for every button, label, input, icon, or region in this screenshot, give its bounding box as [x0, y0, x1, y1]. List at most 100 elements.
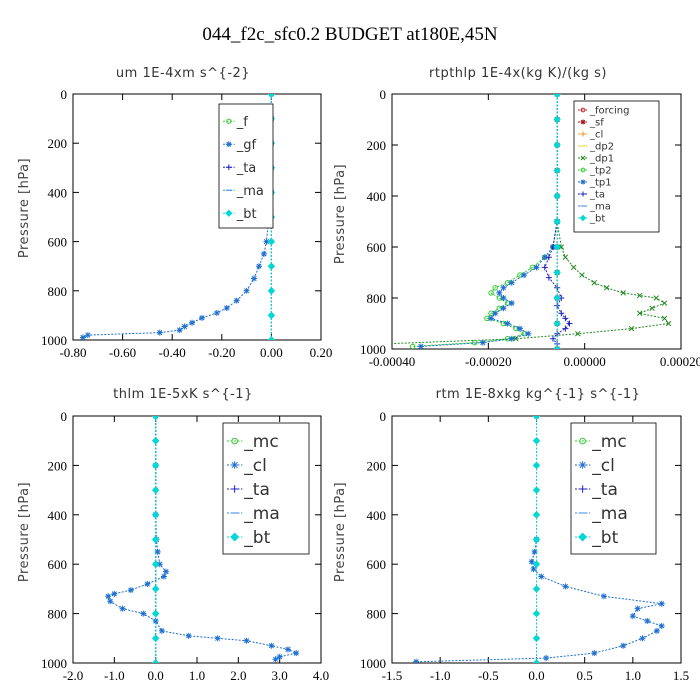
- data-point: [111, 590, 118, 597]
- legend-label: _dp2: [589, 142, 614, 153]
- data-point: [267, 94, 276, 98]
- data-point: [488, 315, 495, 322]
- data-point: [417, 343, 424, 349]
- data-point: [661, 300, 668, 306]
- data-point: [160, 573, 167, 580]
- data-point: [558, 244, 565, 250]
- legend-label: _ma: [243, 504, 279, 524]
- data-point: [267, 237, 276, 246]
- data-point: [151, 535, 160, 544]
- y-axis-label: Pressure [hPa]: [333, 164, 348, 264]
- data-point: [488, 290, 494, 296]
- legend-marker: [579, 437, 586, 445]
- x-tick-label: 0.00: [260, 345, 283, 360]
- legend-label: _ta: [236, 161, 257, 176]
- x-tick-label: -0.80: [59, 345, 86, 360]
- data-point: [156, 329, 163, 336]
- series-line: [420, 94, 558, 347]
- data-point: [525, 330, 532, 337]
- y-tick-label: 800: [48, 607, 68, 622]
- data-point: [263, 238, 270, 245]
- data-point: [267, 336, 276, 340]
- legend-label: _sf: [589, 118, 604, 129]
- data-point: [251, 275, 258, 282]
- y-tick-label: 200: [367, 458, 387, 473]
- data-point: [151, 511, 160, 519]
- data-point: [151, 436, 160, 445]
- legend-label: _bt: [589, 214, 605, 225]
- data-point: [532, 609, 541, 618]
- legend-marker: [580, 179, 586, 185]
- chart-panel-2: -0.00040 -0.00020 0.00000 0.00020 0 200 400 600…: [333, 66, 700, 369]
- x-tick-label: 2.0: [230, 668, 246, 683]
- series-line: [412, 94, 558, 347]
- legend-label: _mc: [591, 432, 626, 452]
- data-point: [508, 335, 515, 342]
- data-point: [268, 642, 275, 649]
- data-point: [532, 416, 541, 420]
- x-tick-label: 0.00000: [564, 354, 606, 369]
- data-point: [79, 334, 86, 340]
- data-point: [658, 600, 665, 607]
- legend-marker: [580, 131, 586, 137]
- data-point: [570, 264, 577, 271]
- data-point: [260, 250, 267, 257]
- data-point: [107, 598, 114, 605]
- x-tick-label: 0.0: [528, 668, 544, 683]
- data-point: [531, 548, 538, 555]
- data-point: [600, 593, 607, 600]
- legend: _mc _cl _ta _ma _bt: [570, 422, 657, 555]
- data-point: [198, 314, 205, 321]
- legend-label: _ma: [236, 184, 264, 199]
- data-point: [181, 323, 188, 330]
- x-tick-label: 0.20: [310, 345, 333, 360]
- y-tick-label: 400: [367, 508, 387, 523]
- legend-label: _bt: [591, 528, 618, 548]
- y-tick-label: 1000: [360, 656, 386, 671]
- y-tick-label: 200: [367, 138, 387, 153]
- legend: _mc _cl _ta _ma _bt: [222, 422, 310, 555]
- data-point: [500, 284, 507, 291]
- legend-marker: [230, 532, 240, 542]
- x-tick-label: 0.5: [577, 668, 593, 683]
- legend-marker: [578, 485, 587, 493]
- x-tick-label: -0.5: [478, 668, 499, 683]
- data-point: [553, 268, 561, 277]
- legend-marker: [579, 214, 587, 222]
- data-point: [105, 593, 112, 600]
- data-point: [636, 310, 643, 317]
- legend-label: _ma: [591, 504, 627, 524]
- data-point: [516, 325, 523, 332]
- data-point: [591, 650, 598, 657]
- data-area: [392, 94, 672, 349]
- legend-marker: [580, 119, 586, 125]
- legend-label: _cl: [591, 456, 615, 476]
- data-point: [532, 461, 541, 470]
- legend: _f _gf _ta _ma _bt: [218, 103, 274, 229]
- data-point: [267, 287, 276, 295]
- data-point: [409, 343, 416, 349]
- data-point: [538, 573, 545, 580]
- data-point: [479, 339, 486, 346]
- x-tick-label: 0.00020: [660, 354, 700, 369]
- legend-marker: [580, 191, 586, 197]
- data-point: [649, 305, 655, 311]
- y-tick-label: 400: [48, 185, 68, 200]
- data-point: [508, 300, 515, 307]
- x-tick-label: -0.20: [208, 345, 235, 360]
- data-point: [533, 264, 540, 271]
- legend-marker: [225, 164, 232, 171]
- data-point: [566, 320, 573, 327]
- data-point: [562, 325, 569, 332]
- data-point: [541, 254, 548, 261]
- data-point: [276, 653, 283, 660]
- data-point: [119, 605, 126, 612]
- data-point: [553, 166, 561, 175]
- chart-panel-3: -2.0 -1.0 0.0 1.0 2.0 3.0 4.0 0 200 400 600 800 1000…: [17, 387, 329, 683]
- legend-marker: [578, 461, 587, 469]
- legend-label: _ta: [243, 480, 270, 500]
- data-point: [628, 325, 635, 332]
- data-point: [658, 622, 665, 629]
- chart-title: um 1E-4xm s^{-2}: [116, 66, 250, 81]
- y-tick-label: 1000: [41, 656, 67, 671]
